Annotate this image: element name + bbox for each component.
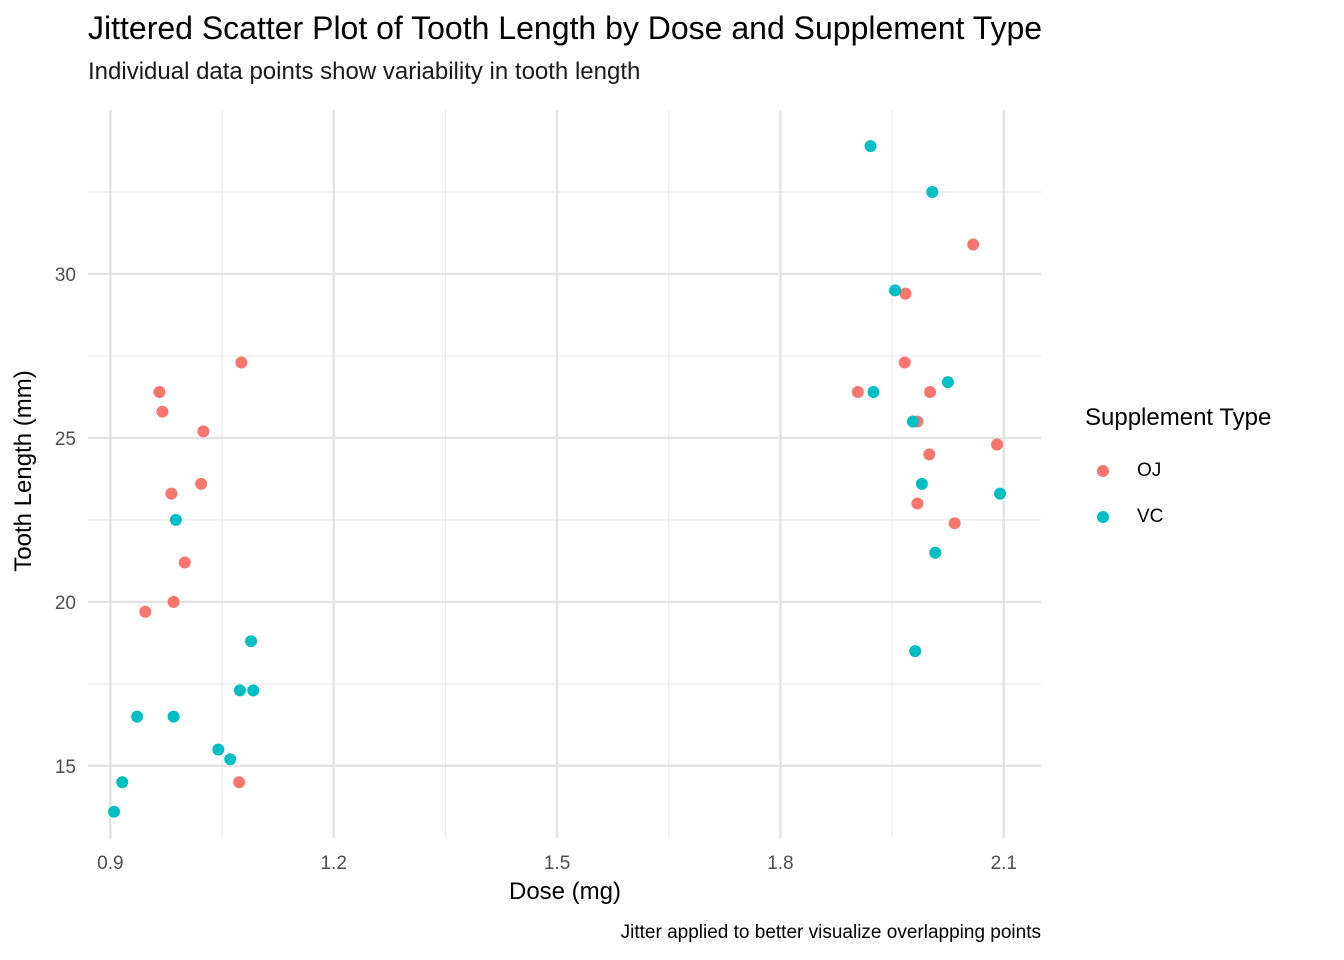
data-point-oj <box>153 386 166 399</box>
y-axis-tick-labels: 15 20 25 30 <box>55 265 76 778</box>
legend-label-vc: VC <box>1137 506 1164 527</box>
data-point-vc <box>926 185 939 198</box>
data-point-vc <box>212 743 225 756</box>
data-point-oj <box>235 356 248 369</box>
data-point-vc <box>224 753 237 766</box>
x-tick-label: 1.5 <box>544 853 570 874</box>
data-point-oj <box>899 287 912 300</box>
data-point-oj <box>167 595 180 608</box>
data-point-oj <box>233 776 246 789</box>
minor-gridlines <box>88 110 1041 838</box>
data-point-oj <box>923 448 936 461</box>
chart-caption: Jitter applied to better visualize overl… <box>620 922 1041 943</box>
major-gridlines <box>88 110 1041 838</box>
data-point-vc <box>906 415 919 428</box>
data-point-vc <box>233 684 246 697</box>
data-point-vc <box>864 140 877 153</box>
data-point-vc <box>941 376 954 389</box>
x-axis-tick-labels: 0.9 1.2 1.5 1.8 2.1 <box>97 853 1017 874</box>
data-points <box>108 140 1007 818</box>
data-point-vc <box>245 635 258 648</box>
data-point-vc <box>247 684 260 697</box>
chart-title: Jittered Scatter Plot of Tooth Length by… <box>88 10 1043 46</box>
data-point-vc <box>108 805 121 818</box>
data-point-oj <box>967 238 980 251</box>
y-tick-label: 30 <box>55 265 76 286</box>
data-point-vc <box>116 776 129 789</box>
chart-subtitle: Individual data points show variability … <box>88 58 641 85</box>
data-point-vc <box>867 386 880 399</box>
data-point-oj <box>991 438 1004 451</box>
legend-item-vc: VC <box>1097 506 1163 528</box>
legend-swatch-oj <box>1097 465 1109 477</box>
y-tick-label: 15 <box>55 757 76 778</box>
x-tick-label: 1.8 <box>767 853 793 874</box>
x-tick-label: 2.1 <box>991 853 1017 874</box>
data-point-oj <box>139 605 152 618</box>
data-point-oj <box>156 405 169 418</box>
legend-title: Supplement Type <box>1085 404 1272 431</box>
data-point-oj <box>924 386 937 399</box>
y-axis-label: Tooth Length (mm) <box>10 370 37 572</box>
data-point-oj <box>197 425 210 438</box>
data-point-oj <box>851 386 864 399</box>
y-tick-label: 25 <box>55 429 76 450</box>
x-tick-label: 1.2 <box>320 853 346 874</box>
data-point-vc <box>169 513 182 526</box>
data-point-vc <box>915 477 928 490</box>
data-point-oj <box>898 356 911 369</box>
data-point-oj <box>948 517 961 530</box>
legend-label-oj: OJ <box>1137 460 1162 481</box>
data-point-vc <box>167 710 180 723</box>
x-axis-label: Dose (mg) <box>508 878 622 905</box>
legend-swatch-vc <box>1097 511 1109 523</box>
data-point-vc <box>131 710 144 723</box>
data-point-oj <box>178 556 191 569</box>
data-point-vc <box>909 645 922 658</box>
data-point-oj <box>165 487 178 500</box>
legend-item-oj: OJ <box>1097 460 1161 482</box>
y-tick-label: 20 <box>55 593 76 614</box>
data-point-vc <box>994 487 1007 500</box>
data-point-vc <box>889 284 902 297</box>
data-point-oj <box>195 477 208 490</box>
data-point-oj <box>911 497 924 510</box>
x-tick-label: 0.9 <box>97 853 123 874</box>
data-point-vc <box>929 546 942 559</box>
